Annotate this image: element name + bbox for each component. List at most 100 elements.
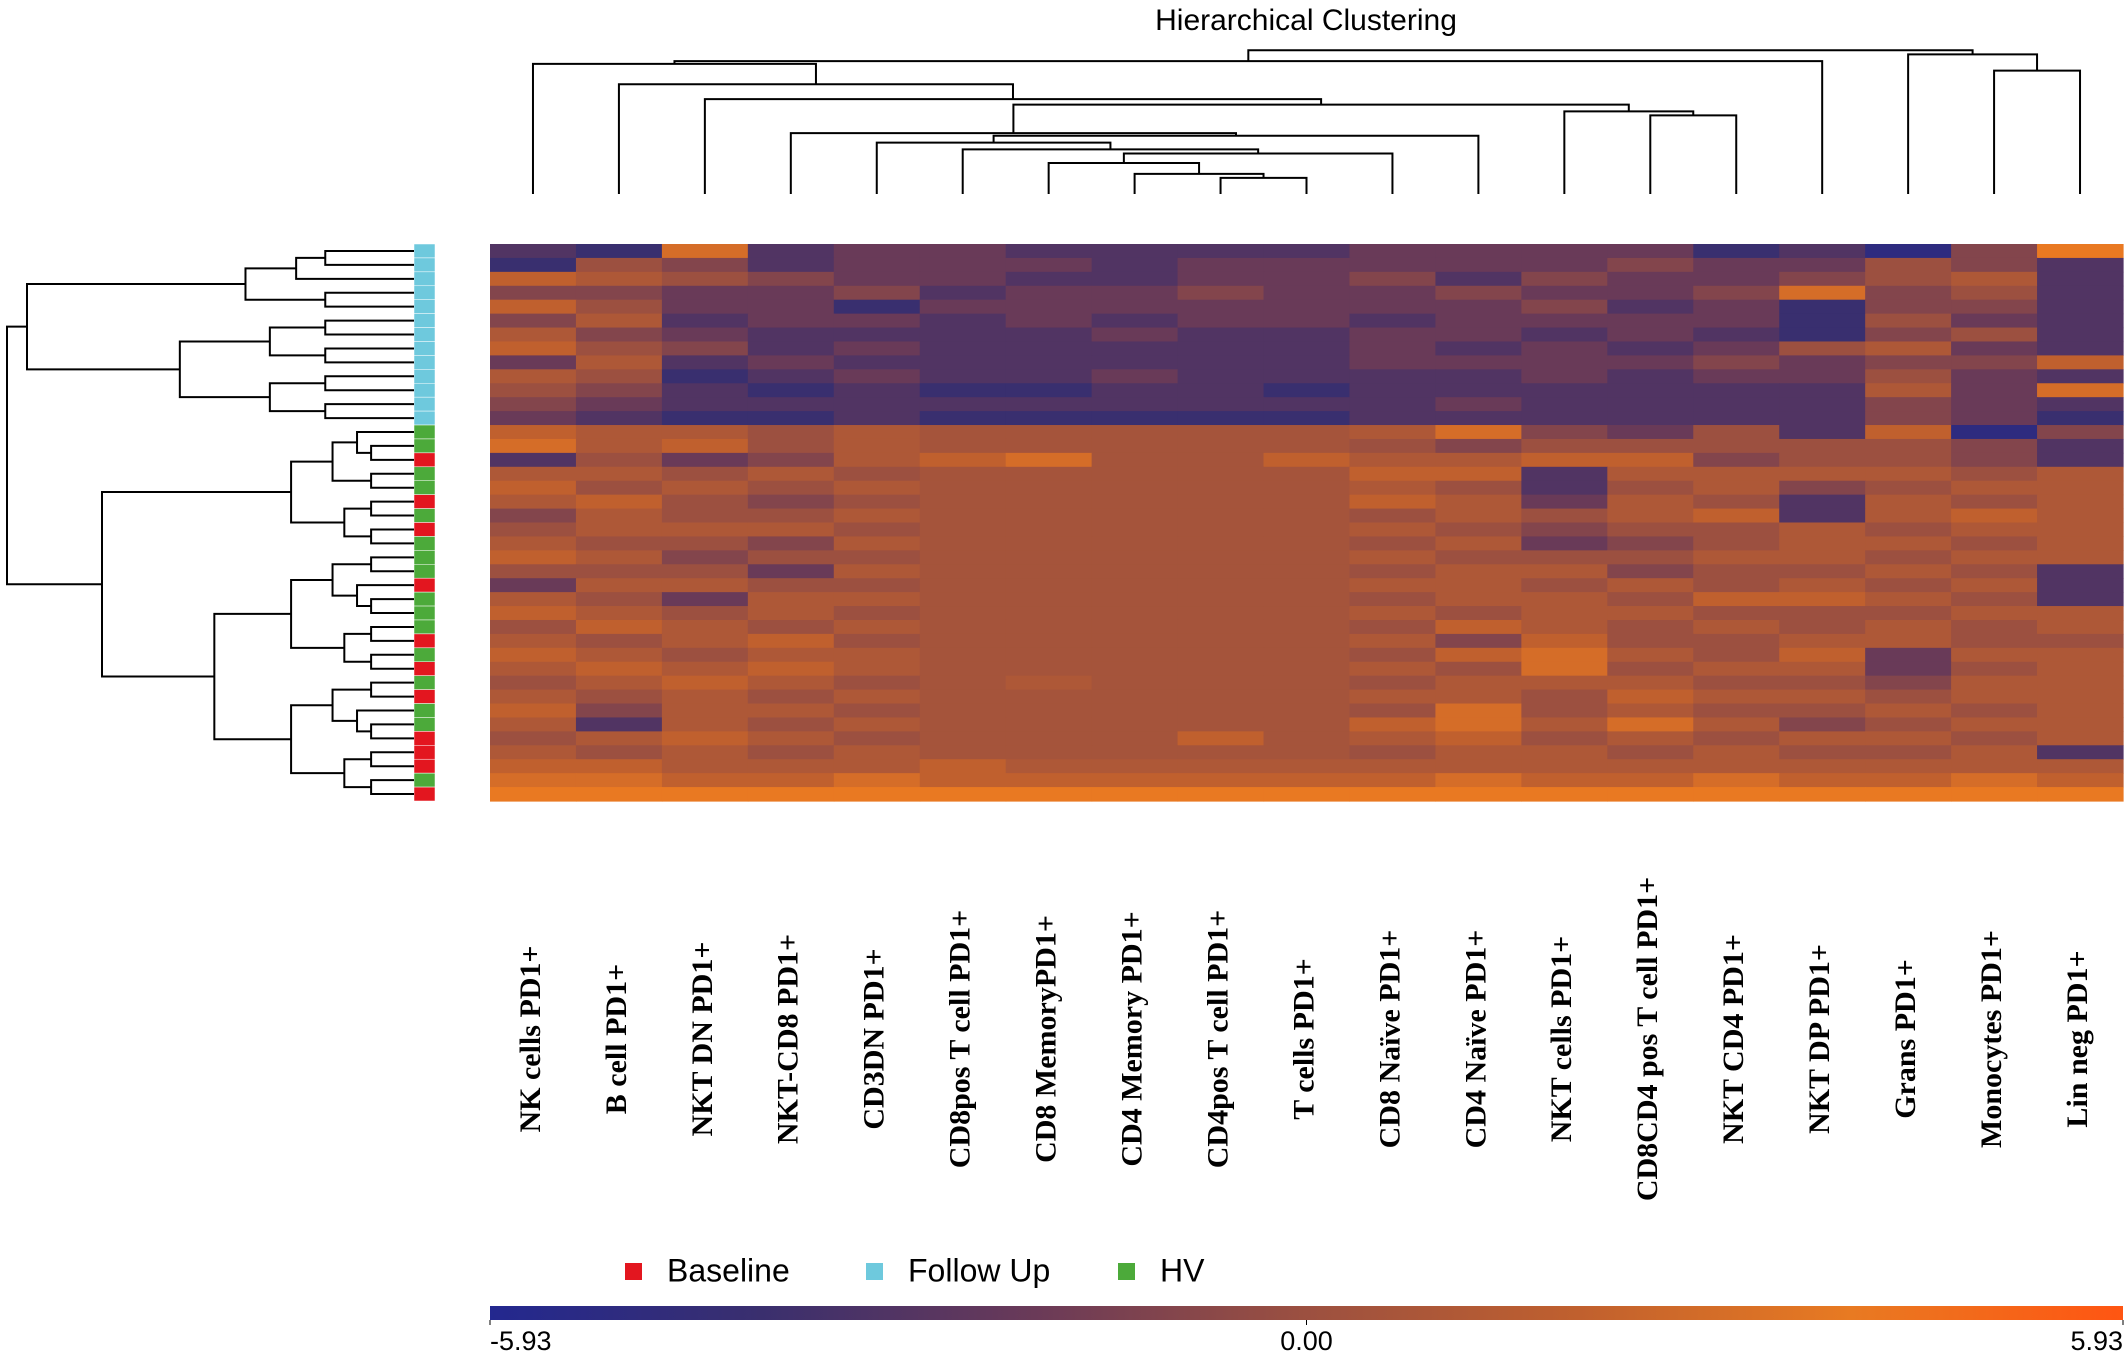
column-dendrogram [1012, 103, 1630, 134]
heat-cell [490, 369, 577, 384]
heat-cell [1521, 703, 1608, 719]
heat-cell [1607, 480, 1694, 496]
heat-cell [919, 383, 1007, 398]
heat-cell [833, 425, 921, 440]
heat-cell [490, 438, 577, 454]
heat-cell [2037, 299, 2124, 315]
heat-cell [1779, 731, 1866, 746]
heat-cell [1435, 717, 1522, 732]
heat-cell [1865, 383, 1952, 398]
heat-cell [661, 494, 749, 510]
heat-cell [1779, 411, 1866, 426]
heat-cell [1951, 731, 2038, 746]
heat-cell [1177, 578, 1265, 593]
row-group-cell [413, 536, 436, 551]
column-dendrogram [1047, 161, 1201, 194]
heat-cell [1177, 787, 1265, 802]
heat-cell [490, 508, 577, 524]
heat-cell [575, 452, 663, 468]
heat-cell [1779, 661, 1866, 677]
heat-cell [919, 257, 1007, 273]
row-group-cell [413, 243, 436, 259]
heat-cell [1607, 397, 1694, 412]
heat-cell [1779, 759, 1866, 774]
heat-cell [1951, 745, 2038, 760]
heat-cell [1607, 438, 1694, 454]
heat-cell [1865, 508, 1952, 524]
heat-cell [1349, 355, 1437, 370]
row-dendrogram [6, 455, 102, 586]
heat-cell [1349, 383, 1437, 398]
heat-cell [1607, 550, 1694, 565]
heat-cell [1693, 759, 1780, 774]
heat-cell [1005, 703, 1093, 719]
heat-cell [1951, 787, 2038, 802]
heat-cell [1177, 745, 1265, 760]
heat-cell [919, 745, 1007, 760]
heat-cell [747, 522, 835, 538]
row-dendrogram [370, 681, 414, 698]
heat-cell [1607, 452, 1694, 468]
heat-cell [1091, 327, 1179, 343]
heat-cell [1091, 522, 1179, 538]
heat-cell [2037, 508, 2124, 524]
heat-cell [1005, 438, 1093, 454]
heat-cell [1521, 759, 1608, 774]
heat-cell [1005, 397, 1093, 412]
row-dendrogram [324, 291, 414, 308]
heat-cell [1607, 578, 1694, 593]
heat-cell [1779, 425, 1866, 440]
heat-cell [1607, 244, 1694, 259]
heat-cell [490, 675, 577, 691]
row-group-cell [413, 313, 436, 328]
heat-cell [1865, 299, 1952, 315]
heat-cell [1607, 647, 1694, 663]
column-dendrogram [961, 148, 1260, 194]
heat-cell [661, 313, 749, 329]
heat-cell [747, 480, 835, 496]
heat-cell [575, 703, 663, 719]
row-group-cell [413, 285, 436, 300]
heat-cell [1693, 285, 1780, 301]
heat-cell [1091, 703, 1179, 719]
row-group-cell [413, 564, 436, 579]
heat-cell [1865, 313, 1952, 329]
heat-cell [1607, 411, 1694, 426]
row-dendrogram [26, 283, 246, 371]
heat-cell [1779, 578, 1866, 593]
heat-cell [1263, 299, 1351, 315]
heat-cell [490, 480, 577, 496]
heat-cell [1091, 564, 1179, 579]
heat-cell [1263, 480, 1351, 496]
heat-cell [1349, 411, 1437, 426]
heat-cell [490, 397, 577, 412]
heat-cell [2037, 759, 2124, 774]
heat-cell [1091, 675, 1179, 691]
heat-cell [1435, 369, 1522, 384]
heat-cell [1865, 689, 1952, 705]
row-group-cell [413, 731, 436, 746]
heat-cell [575, 689, 663, 705]
row-dendrogram [370, 779, 414, 796]
heat-cell [833, 564, 921, 579]
heat-cell [490, 787, 577, 802]
heat-cell [2037, 313, 2124, 329]
heat-cell [1693, 480, 1780, 496]
heat-cell [1177, 244, 1265, 259]
heat-cell [1607, 745, 1694, 760]
heat-cell [575, 606, 663, 621]
heat-cell [1607, 689, 1694, 705]
heat-cell [747, 257, 835, 273]
heat-cell [1349, 731, 1437, 746]
row-dendrogram [6, 325, 27, 456]
heat-cell [1177, 675, 1265, 691]
column-dendrogram [1649, 114, 1738, 194]
heat-cell [490, 341, 577, 356]
heat-cell [1263, 703, 1351, 719]
heat-cell [2037, 411, 2124, 426]
heat-cell [1435, 619, 1522, 635]
row-group-cell [413, 577, 436, 593]
heat-cell [1263, 494, 1351, 510]
heat-cell [1091, 425, 1179, 440]
row-group-cell [413, 410, 436, 426]
